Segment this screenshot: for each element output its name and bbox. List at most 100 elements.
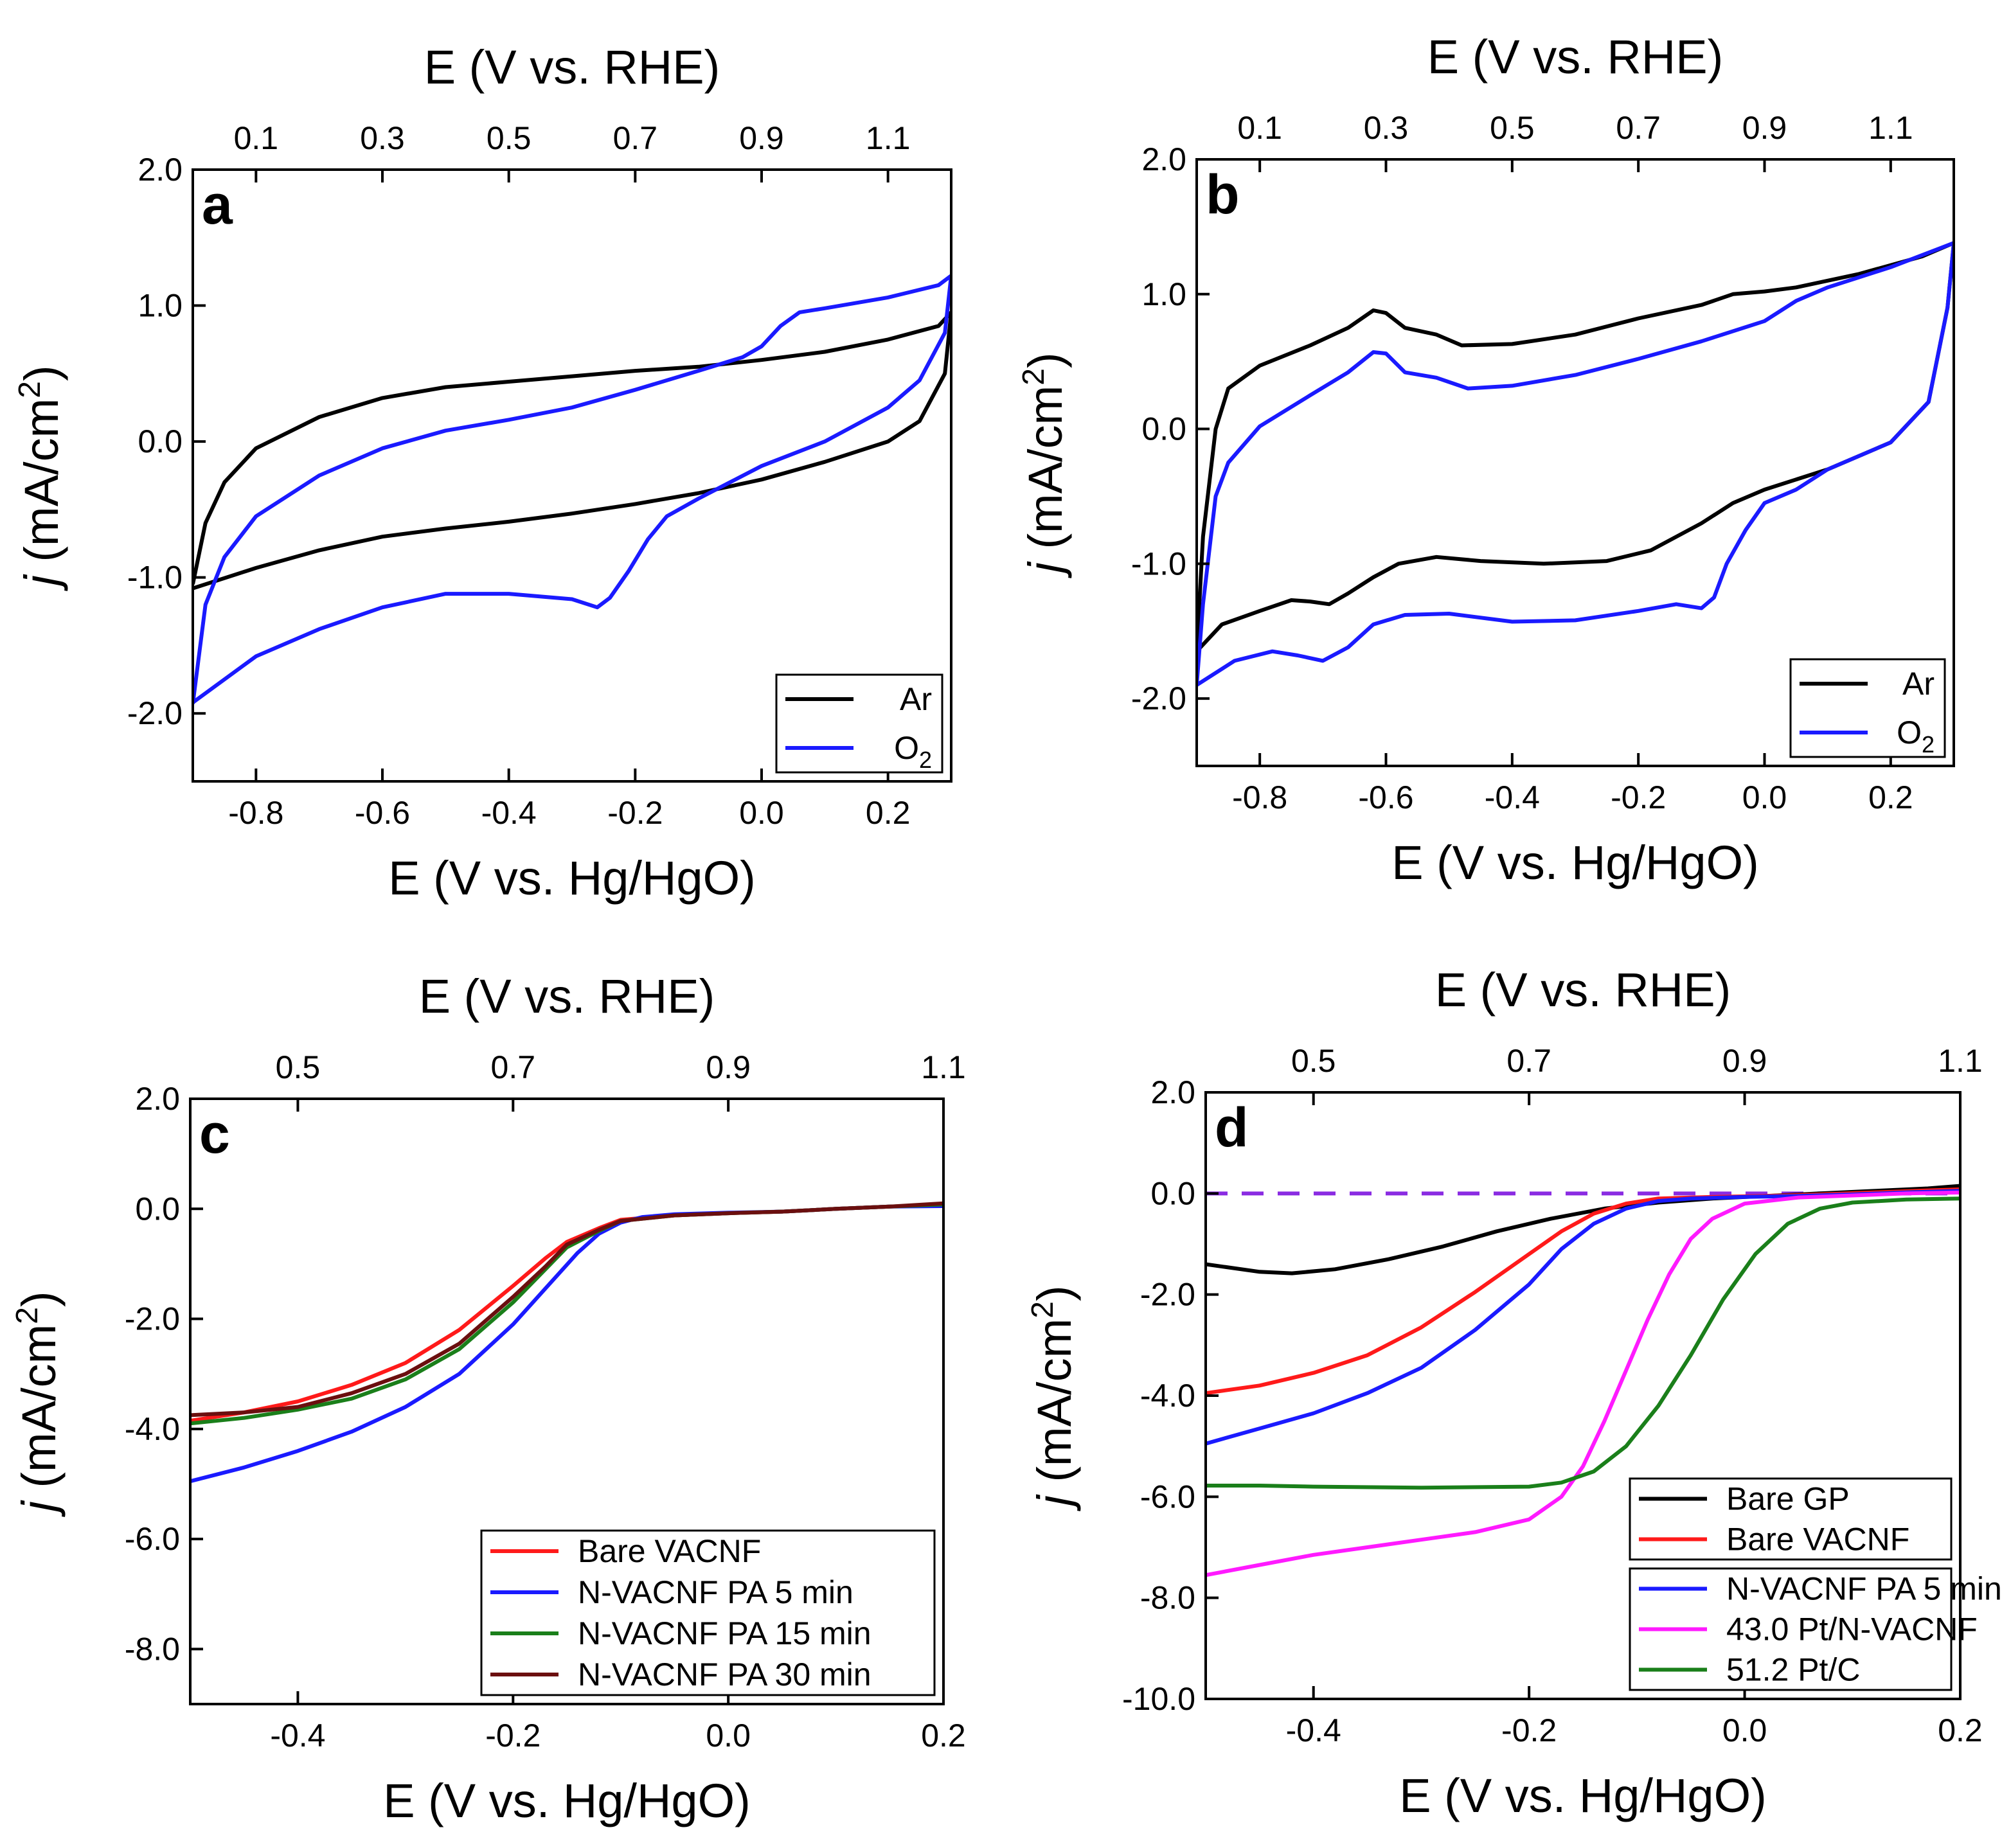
x-tick-label: -0.4 [1485, 779, 1540, 815]
top-tick-label: 0.1 [234, 120, 279, 156]
top-tick-label: 1.1 [1868, 110, 1913, 146]
x-axis-title: E (V vs. Hg/HgO) [388, 851, 756, 905]
y-tick-label: -10.0 [1122, 1681, 1195, 1717]
legend-label: 43.0 Pt/N-VACNF [1726, 1612, 1978, 1648]
top-tick-label: 0.7 [491, 1049, 536, 1085]
legend-label: N-VACNF PA 5 min [1726, 1571, 2002, 1607]
y-tick-label: -2.0 [1131, 680, 1186, 716]
legend-label-text: 43.0 Pt/N-VACNF [1726, 1612, 1978, 1648]
series-line-c-0 [190, 1202, 943, 1423]
x-tick-label: 0.0 [1742, 779, 1787, 815]
y-tick-label: 0.0 [135, 1191, 180, 1227]
y-tick-label: -2.0 [125, 1301, 180, 1337]
y-axis-title-superscript: 2 [10, 1307, 44, 1324]
legend-label-text: Bare VACNF [1726, 1522, 1909, 1558]
top-axis-title: E (V vs. RHE) [419, 970, 715, 1023]
series-line-d-2 [1206, 1189, 1960, 1446]
legend-label-text: O [1897, 715, 1922, 751]
top-tick-label: 1.1 [921, 1049, 966, 1085]
x-tick-label: -0.2 [1501, 1712, 1557, 1748]
top-tick-label: 0.7 [1506, 1043, 1551, 1079]
x-axis-title: E (V vs. Hg/HgO) [1399, 1769, 1767, 1822]
panel-letter: d [1215, 1097, 1249, 1159]
panel-a: -0.8 -0.6 -0.4 -0.2 0.0 0.2 0.1 0.3 0.5 0.7 0.9 1.1… [13, 40, 952, 905]
y-tick-label: -4.0 [1140, 1378, 1195, 1414]
series-line-d-4 [1206, 1196, 1960, 1490]
legend-label-text: Ar [1902, 666, 1935, 702]
y-axis-title-close: ) [12, 1291, 66, 1307]
legend-box [480, 1529, 936, 1696]
plot-frame [192, 168, 952, 783]
top-tick-label: 0.7 [1616, 110, 1661, 146]
y-tick-label: 2.0 [138, 152, 183, 188]
legend-label: O2 [1897, 715, 1935, 758]
y-axis-title-symbol: j [1019, 561, 1072, 579]
y-tick-label: 0.0 [1141, 411, 1186, 447]
y-tick-label: -8.0 [1140, 1580, 1195, 1616]
y-axis-title-close: ) [15, 365, 68, 381]
panel-letter: c [199, 1103, 230, 1165]
top-tick-label: 0.3 [360, 120, 405, 156]
top-tick-label: 0.9 [1722, 1043, 1767, 1079]
y-tick-label: 0.0 [138, 423, 183, 459]
y-axis-title-unit: (mA/cm [12, 1324, 66, 1501]
x-axis-title: E (V vs. Hg/HgO) [383, 1774, 751, 1827]
series-line-b-1 [1197, 241, 1954, 687]
y-tick-label: 2.0 [1141, 141, 1186, 177]
x-tick-label: -0.2 [607, 795, 663, 831]
legend-label: N-VACNF PA 15 min [578, 1615, 871, 1651]
panel-letter: b [1206, 164, 1240, 226]
x-tick-label: -0.6 [1358, 779, 1413, 815]
y-tick-label: -2.0 [127, 695, 183, 731]
x-tick-label: 0.2 [866, 795, 911, 831]
legend-label: Bare GP [1726, 1481, 1850, 1517]
top-tick-label: 0.9 [739, 120, 784, 156]
y-tick-label: 1.0 [138, 288, 183, 324]
y-axis-title-superscript: 2 [1017, 368, 1051, 386]
legend-label-text: Ar [900, 681, 932, 717]
plot-frame [189, 1097, 945, 1705]
x-tick-label: -0.4 [1286, 1712, 1341, 1748]
legend-label: 51.2 Pt/C [1726, 1652, 1860, 1688]
y-axis-title-close: ) [1028, 1285, 1081, 1301]
y-axis-title-symbol: j [12, 1500, 66, 1518]
top-axis-title: E (V vs. RHE) [1427, 30, 1723, 84]
legend-label: Bare VACNF [1726, 1522, 1909, 1558]
series-line-a-0 [193, 310, 951, 591]
legend-label-text: N-VACNF PA 15 min [578, 1615, 871, 1651]
x-tick-label: 0.2 [921, 1718, 966, 1754]
top-tick-label: 0.5 [1291, 1043, 1336, 1079]
panel-c: -0.4 -0.2 0.0 0.2 0.5 0.7 0.9 1.1 -8.0 -6.0 -4.0 -2… [10, 970, 966, 1827]
y-axis-title-unit: (mA/cm [1019, 386, 1072, 562]
legend-label: O2 [894, 730, 932, 773]
legend-label-text: 51.2 Pt/C [1726, 1652, 1860, 1688]
legend-label-text: N-VACNF PA 30 min [578, 1657, 871, 1693]
legend-label: Bare VACNF [578, 1533, 761, 1569]
y-tick-label: -2.0 [1140, 1277, 1195, 1313]
top-tick-label: 1.1 [866, 120, 911, 156]
top-tick-label: 0.5 [487, 120, 532, 156]
y-tick-label: -8.0 [125, 1631, 180, 1667]
legend-label-text: N-VACNF PA 5 min [578, 1574, 854, 1610]
panel-b: -0.8 -0.6 -0.4 -0.2 0.0 0.2 0.1 0.3 0.5 0.7 0.9 1.1… [1017, 30, 1955, 889]
x-tick-label: 0.2 [1938, 1712, 1983, 1748]
top-tick-label: 0.7 [613, 120, 658, 156]
series-line-b-0 [1197, 241, 1954, 653]
y-axis-title-symbol: j [15, 574, 68, 592]
plot-frame [1195, 158, 1955, 767]
panel-letter: a [202, 174, 233, 236]
x-tick-label: -0.4 [270, 1718, 325, 1754]
x-tick-label: -0.4 [481, 795, 537, 831]
series-line-c-3 [190, 1201, 943, 1417]
series-line-a-1 [193, 274, 951, 704]
y-axis-title: j (mA/cm2) [1017, 352, 1072, 578]
y-axis-title-close: ) [1019, 352, 1072, 368]
legend-label: Ar [900, 681, 932, 717]
y-tick-label: -6.0 [1140, 1479, 1195, 1515]
y-axis-title-superscript: 2 [1026, 1301, 1060, 1319]
series-line-c-2 [190, 1202, 943, 1426]
y-tick-label: -6.0 [125, 1521, 180, 1557]
y-axis-title-unit: (mA/cm [1028, 1319, 1081, 1495]
y-tick-label: -4.0 [125, 1411, 180, 1447]
